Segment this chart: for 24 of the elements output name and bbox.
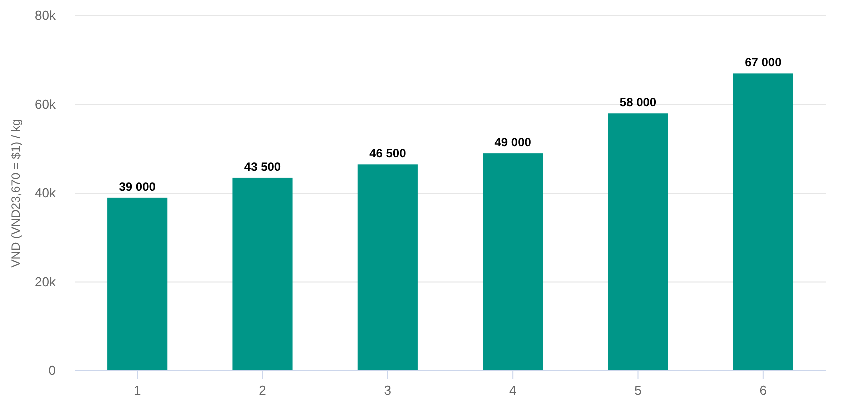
y-tick-label: 80k xyxy=(35,8,56,23)
bar xyxy=(483,154,544,371)
x-tick-label: 6 xyxy=(760,383,768,398)
y-tick-label: 60k xyxy=(35,96,56,112)
bar xyxy=(232,178,293,371)
data-label: 58 000 xyxy=(620,96,657,110)
x-tick-label: 3 xyxy=(384,383,392,398)
x-tick-label: 1 xyxy=(134,383,142,398)
x-tick-label: 2 xyxy=(259,383,266,398)
y-tick-label: 0 xyxy=(48,363,56,378)
y-axis-title: VND (VND23,670 = $1) / kg xyxy=(9,119,23,268)
y-tick-label: 20k xyxy=(35,274,56,290)
bar xyxy=(608,114,668,371)
data-label: 67 000 xyxy=(745,56,782,70)
data-label: 43 500 xyxy=(244,160,282,174)
y-tick-label: 40k xyxy=(35,186,56,200)
x-tick-label: 4 xyxy=(509,383,517,398)
data-label: 49 000 xyxy=(494,136,532,150)
x-tick-label: 5 xyxy=(634,383,642,398)
bar xyxy=(108,198,168,371)
data-label: 46 500 xyxy=(370,146,407,161)
bar xyxy=(733,74,794,371)
bar xyxy=(358,164,418,371)
data-label: 39 000 xyxy=(119,180,156,194)
